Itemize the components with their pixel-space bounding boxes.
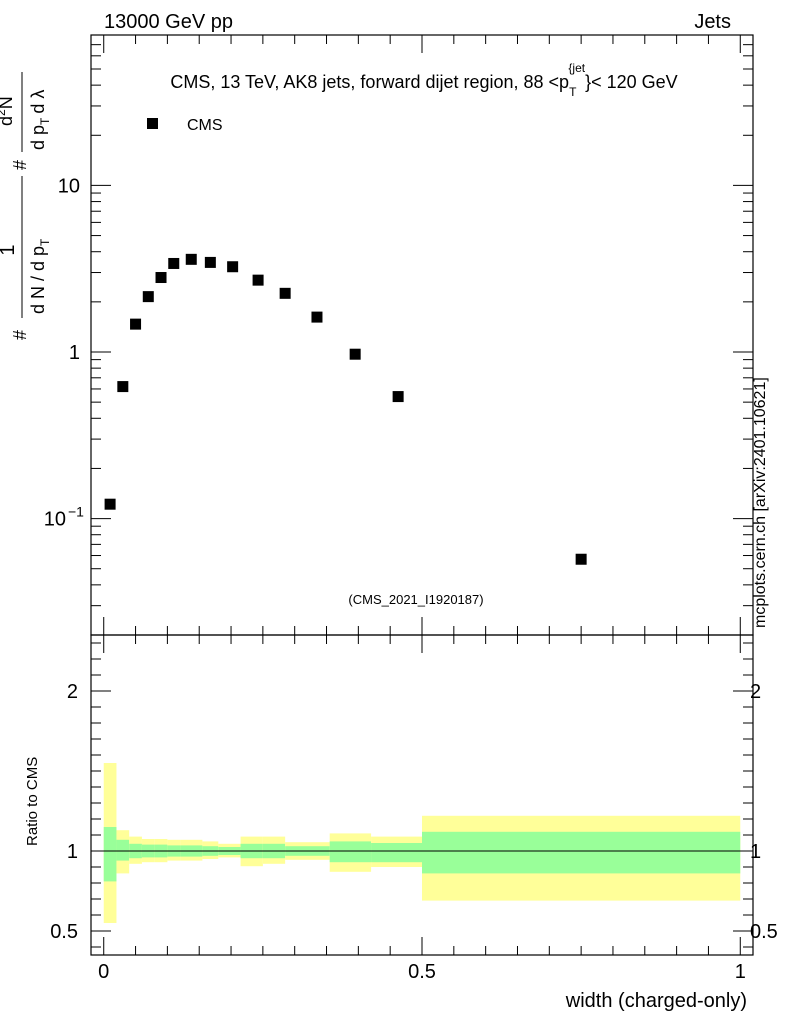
ratio-tick-labels: 2 21 10.5 0.50 0.5 1 xyxy=(50,681,778,983)
main-y-tick-label: 10 xyxy=(58,175,80,197)
ratio-band-inner xyxy=(329,841,372,863)
data-point xyxy=(279,287,291,299)
ylabel-den2: d pTd λ xyxy=(28,90,52,150)
plot-title: CMS, 13 TeV, AK8 jets, forward dijet reg… xyxy=(170,61,677,99)
energy-label: 13000 GeV pp xyxy=(104,11,233,33)
main-y-tick-label: 10 xyxy=(44,509,66,531)
data-point xyxy=(168,257,180,269)
ratio-y-tick-label-left: 0.5 xyxy=(50,921,78,943)
main-y-axis-label: # 1 d N / d pT # d2N d pTd λ xyxy=(0,72,52,340)
main-x-ticks xyxy=(103,35,741,635)
ratio-y-tick-label-right: 0.5 xyxy=(750,921,778,943)
data-point xyxy=(104,498,116,510)
data-point xyxy=(392,391,404,403)
analysis-id: (CMS_2021_I1920187) xyxy=(348,592,483,607)
legend-marker xyxy=(147,118,158,129)
ylabel-num2: d2N xyxy=(0,96,16,126)
x-axis-label: width (charged-only) xyxy=(565,990,747,1012)
data-point xyxy=(155,272,167,284)
plot-title-sub: T xyxy=(569,85,577,99)
ylabel-den1: d N / d pT xyxy=(28,238,52,314)
data-point xyxy=(117,381,129,393)
data-point xyxy=(252,274,264,286)
x-tick-label: 0 xyxy=(98,961,109,983)
legend: CMS xyxy=(147,117,223,134)
ratio-x-ticks xyxy=(103,635,741,955)
plot-title-prefix: CMS, 13 TeV, AK8 jets, forward dijet reg… xyxy=(170,72,569,92)
ratio-y-tick-label-right: 2 xyxy=(750,681,761,703)
ratio-y-axis-label: Ratio to CMS xyxy=(24,757,41,846)
data-point xyxy=(575,553,587,565)
data-point xyxy=(142,291,154,303)
ratio-bands xyxy=(103,763,741,923)
ratio-band-inner xyxy=(422,831,741,874)
main-y-ticks xyxy=(91,34,753,636)
data-point xyxy=(227,261,239,273)
data-point xyxy=(185,253,197,265)
legend-label-cms: CMS xyxy=(187,117,223,134)
ratio-y-tick-label-left: 1 xyxy=(67,841,78,863)
ratio-band-inner xyxy=(103,827,117,882)
plot-title-sup: {jet xyxy=(568,61,585,75)
ratio-y-tick-label-right: 1 xyxy=(750,841,761,863)
ylabel-num1: 1 xyxy=(0,244,19,255)
category-label: Jets xyxy=(694,11,731,33)
ratio-band-inner xyxy=(116,839,130,861)
data-series-cms xyxy=(104,253,587,565)
ratio-plot-frame xyxy=(90,634,754,956)
data-point xyxy=(204,256,216,268)
x-tick-label: 1 xyxy=(735,961,746,983)
ylabel-hash-2: # xyxy=(10,160,30,170)
data-point xyxy=(311,311,323,323)
ratio-plot: 2 21 10.5 0.50 0.5 1 Ratio to CMS width (char… xyxy=(24,634,778,1012)
ratio-y-ticks xyxy=(91,642,753,948)
x-tick-label: 0.5 xyxy=(408,961,436,983)
ylabel-hash-1: # xyxy=(10,330,30,340)
plot-title-suffix: }< 120 GeV xyxy=(585,72,678,92)
ratio-y-tick-label-left: 2 xyxy=(67,681,78,703)
data-point xyxy=(130,318,142,330)
data-point xyxy=(349,348,361,360)
main-y-tick-label: 1 xyxy=(69,342,80,364)
side-label: mcplots.cern.ch [arXiv:2401.10621] xyxy=(752,377,769,628)
ratio-band-inner xyxy=(371,843,422,863)
main-y-tick-label-exponent: −1 xyxy=(68,504,84,520)
